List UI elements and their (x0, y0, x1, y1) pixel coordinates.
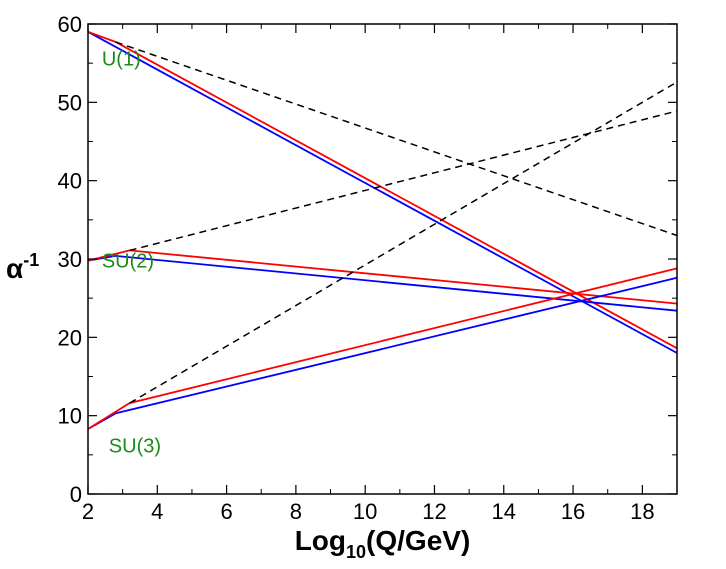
tick-labels-layer: 2 4 6 8 10 12 14 16 18 0 10 20 30 40 50 60 (58, 12, 655, 524)
x-tick-label: 18 (630, 499, 654, 524)
annotations-layer: U(1) SU(2) SU(3) (102, 49, 161, 458)
y-tick-label: 60 (58, 12, 82, 37)
y-axis-title-main: α (6, 253, 23, 284)
x-tick-label: 16 (561, 499, 585, 524)
annotation-1: SU(2) (102, 251, 154, 273)
y-tick-label: 50 (58, 90, 82, 115)
y-axis-title: α-1 (6, 250, 39, 284)
ticks-layer (87, 23, 677, 495)
series-line-4 (87, 249, 678, 305)
x-tick-label: 12 (422, 499, 446, 524)
annotation-0: U(1) (102, 49, 141, 71)
x-axis-title-main: Log (295, 525, 346, 556)
x-tick-label: 6 (220, 499, 232, 524)
x-tick-label: 14 (492, 499, 516, 524)
y-tick-label: 20 (58, 325, 82, 350)
plot-frame (87, 23, 678, 495)
x-tick-label: 2 (82, 499, 94, 524)
series-line-5 (129, 110, 678, 252)
annotation-2: SU(3) (109, 435, 161, 457)
x-axis-title: Log10(Q/GeV) (295, 525, 471, 562)
x-tick-label: 10 (353, 499, 377, 524)
y-axis-title-sup: -1 (23, 250, 39, 270)
series-line-2 (115, 41, 678, 237)
x-tick-label: 8 (290, 499, 302, 524)
series-line-3 (87, 254, 678, 312)
x-axis-title-sub: 10 (346, 542, 366, 562)
x-tick-label: 4 (151, 499, 163, 524)
y-tick-label: 10 (58, 404, 82, 429)
series-layer (87, 30, 678, 430)
series-line-0 (87, 31, 678, 354)
x-axis-title-rest: (Q/GeV) (366, 525, 470, 556)
y-tick-label: 0 (70, 482, 82, 507)
series-line-8 (129, 81, 678, 404)
y-tick-label: 30 (58, 247, 82, 272)
y-tick-label: 40 (58, 169, 82, 194)
